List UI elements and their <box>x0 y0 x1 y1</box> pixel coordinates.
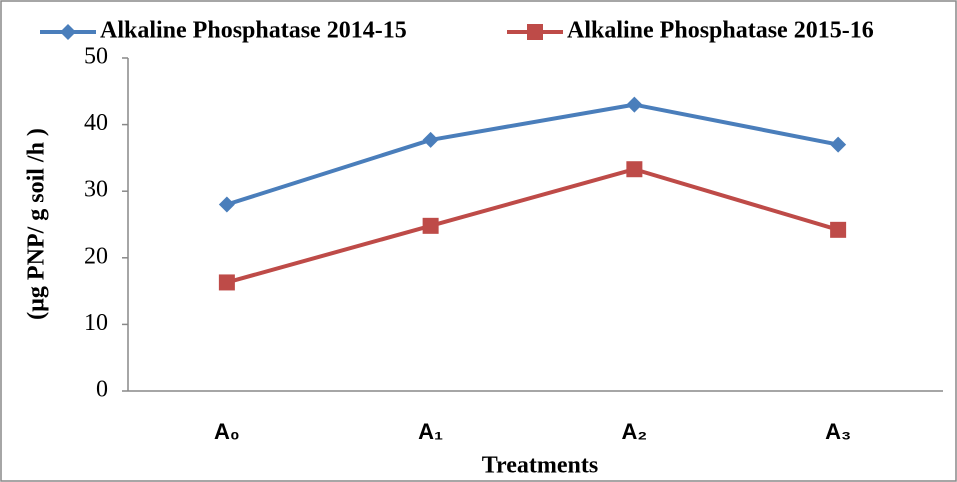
x-tick-label: A₁ <box>418 419 443 444</box>
x-tick-label: A₃ <box>825 419 851 444</box>
legend-marker <box>60 24 76 40</box>
legend-label: Alkaline Phosphatase 2015-16 <box>567 18 874 44</box>
legend-label: Alkaline Phosphatase 2014-15 <box>100 18 407 44</box>
series-line <box>226 102 839 207</box>
marker <box>830 221 847 238</box>
marker <box>626 161 643 178</box>
y-tick-label: 50 <box>84 44 108 70</box>
marker <box>830 136 847 153</box>
marker <box>626 96 643 113</box>
y-tick-label: 10 <box>84 310 108 336</box>
marker <box>218 274 235 291</box>
marker <box>218 196 235 213</box>
legend-marker <box>527 24 543 40</box>
y-tick-label: 30 <box>84 177 108 203</box>
series-line <box>226 167 839 285</box>
x-tick-label: A₂ <box>622 419 648 444</box>
y-tick-label: 40 <box>84 110 108 136</box>
x-axis-label: Treatments <box>482 453 598 479</box>
y-tick-label: 0 <box>96 377 108 403</box>
y-tick-label: 20 <box>84 243 108 269</box>
marker <box>422 131 439 148</box>
x-tick-label: A₀ <box>214 419 240 444</box>
y-axis-label: (µg PNP/ g soil /h ) <box>24 128 50 320</box>
marker <box>422 217 439 234</box>
